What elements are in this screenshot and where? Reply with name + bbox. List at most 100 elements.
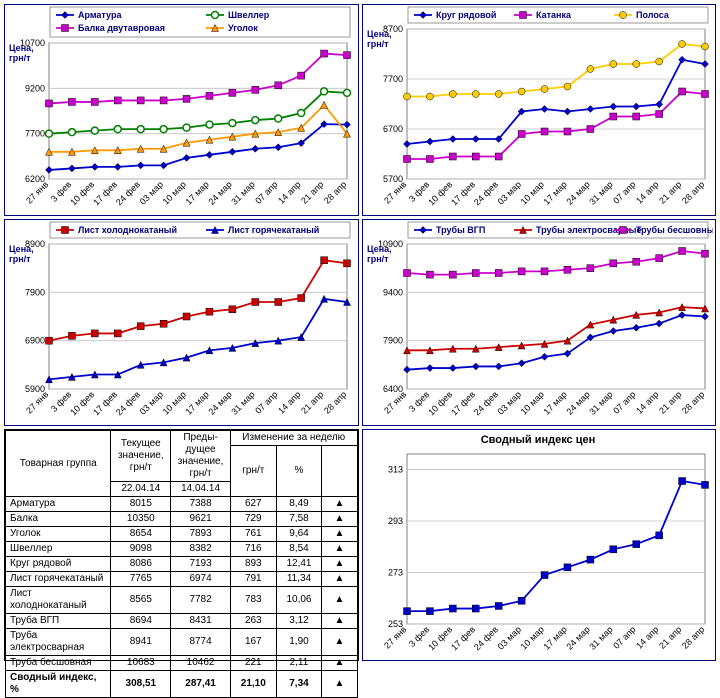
table-row: Лист горячекатаный 7765 6974 791 11,34 ▲	[6, 572, 358, 587]
chart-panel-5: 25327329331327 янв3 фев10 фев17 фев24 фе…	[362, 429, 717, 661]
row-name: Труба ВГП	[6, 614, 111, 629]
svg-text:9400: 9400	[382, 287, 402, 297]
row-pct: 11,34	[276, 572, 322, 587]
col-header-change-abs: грн/т	[230, 446, 276, 497]
table-footer: Сводный индекс, % 308,51 287,41 21,10 7,…	[6, 671, 358, 698]
svg-text:Уголок: Уголок	[228, 23, 258, 33]
row-dir-icon: ▲	[322, 497, 357, 512]
row-pct: 2,11	[276, 656, 322, 671]
svg-text:10 фев: 10 фев	[426, 179, 454, 207]
row-prev: 7782	[171, 587, 231, 614]
footer-current: 308,51	[111, 671, 171, 698]
row-name: Труба электросварная	[6, 629, 111, 656]
svg-text:24 фев: 24 фев	[114, 389, 142, 417]
row-pct: 8,54	[276, 542, 322, 557]
svg-text:17 мар: 17 мар	[183, 389, 210, 416]
svg-text:Трубы ВГП: Трубы ВГП	[436, 225, 485, 235]
svg-text:14 апр: 14 апр	[276, 389, 302, 415]
svg-text:21 апр: 21 апр	[299, 389, 325, 415]
row-delta: 716	[230, 542, 276, 557]
svg-text:6900: 6900	[25, 336, 45, 346]
table-row: Балка 10350 9621 729 7,58 ▲	[6, 512, 358, 527]
svg-text:31 мар: 31 мар	[587, 624, 614, 651]
svg-text:28 апр: 28 апр	[322, 179, 348, 205]
svg-text:24 мар: 24 мар	[206, 179, 233, 206]
row-prev: 9621	[171, 512, 231, 527]
svg-text:24 фев: 24 фев	[472, 389, 500, 417]
svg-text:7900: 7900	[25, 287, 45, 297]
footer-pct: 7,34	[276, 671, 322, 698]
row-prev: 7388	[171, 497, 231, 512]
svg-text:грн/т: грн/т	[367, 39, 389, 49]
svg-text:28 апр: 28 апр	[679, 624, 705, 650]
row-name: Уголок	[6, 527, 111, 542]
svg-text:03 мар: 03 мар	[138, 389, 165, 416]
svg-text:21 апр: 21 апр	[657, 179, 683, 205]
table-row: Труба ВГП 8694 8431 263 3,12 ▲	[6, 614, 358, 629]
chart-panel-2: 5700670077008700Цена,грн/т27 янв3 фев10 …	[362, 4, 717, 216]
row-current: 8565	[111, 587, 171, 614]
price-table: Товарная группа Текущее значение, грн/т …	[5, 430, 358, 698]
row-current: 7765	[111, 572, 171, 587]
svg-text:7900: 7900	[382, 336, 402, 346]
svg-text:24 мар: 24 мар	[564, 389, 591, 416]
row-pct: 8,49	[276, 497, 322, 512]
svg-text:28 апр: 28 апр	[679, 389, 705, 415]
svg-text:Цена,: Цена,	[367, 244, 392, 254]
svg-text:10 фев: 10 фев	[68, 389, 96, 417]
svg-text:6700: 6700	[382, 124, 402, 134]
svg-text:14 апр: 14 апр	[276, 179, 302, 205]
row-dir-icon: ▲	[322, 614, 357, 629]
row-name: Лист холоднокатаный	[6, 587, 111, 614]
row-delta: 729	[230, 512, 276, 527]
svg-text:17 мар: 17 мар	[183, 179, 210, 206]
svg-text:07 апр: 07 апр	[253, 389, 279, 415]
svg-text:03 мар: 03 мар	[495, 389, 522, 416]
col-header-prev: Преды- дущее значение, грн/т	[171, 431, 231, 482]
svg-text:21 апр: 21 апр	[657, 389, 683, 415]
row-current: 8086	[111, 557, 171, 572]
svg-text:Лист горячекатаный: Лист горячекатаный	[228, 225, 319, 235]
svg-text:03 мар: 03 мар	[495, 179, 522, 206]
col-header-change-pct: %	[276, 446, 322, 497]
svg-text:31 мар: 31 мар	[229, 179, 256, 206]
row-current: 9098	[111, 542, 171, 557]
row-name: Труба бесшовная	[6, 656, 111, 671]
svg-text:24 мар: 24 мар	[564, 179, 591, 206]
svg-text:31 мар: 31 мар	[587, 389, 614, 416]
row-current: 8694	[111, 614, 171, 629]
svg-text:Цена,: Цена,	[9, 43, 34, 53]
svg-text:10 мар: 10 мар	[161, 389, 188, 416]
row-pct: 9,64	[276, 527, 322, 542]
footer-prev: 287,41	[171, 671, 231, 698]
svg-text:10 фев: 10 фев	[426, 389, 454, 417]
chart-panel-4: 64007900940010900Цена,грн/т27 янв3 фев10…	[362, 219, 717, 426]
chart-panel-3: 5900690079008900Цена,грн/т27 янв3 фев10 …	[4, 219, 359, 426]
table-row: Труба бесшовная 10683 10462 221 2,11 ▲	[6, 656, 358, 671]
row-dir-icon: ▲	[322, 572, 357, 587]
svg-text:31 мар: 31 мар	[229, 389, 256, 416]
row-delta: 761	[230, 527, 276, 542]
svg-text:03 мар: 03 мар	[138, 179, 165, 206]
row-delta: 263	[230, 614, 276, 629]
row-pct: 12,41	[276, 557, 322, 572]
row-name: Лист горячекатаный	[6, 572, 111, 587]
svg-text:Швеллер: Швеллер	[228, 10, 270, 20]
svg-text:24 фев: 24 фев	[472, 179, 500, 207]
row-prev: 10462	[171, 656, 231, 671]
svg-text:14 апр: 14 апр	[634, 624, 660, 650]
svg-text:7700: 7700	[382, 74, 402, 84]
row-name: Балка	[6, 512, 111, 527]
svg-text:грн/т: грн/т	[9, 53, 31, 63]
date-prev: 14.04.14	[171, 482, 231, 497]
date-current: 22.04.14	[111, 482, 171, 497]
svg-text:7700: 7700	[25, 129, 45, 139]
svg-text:10 мар: 10 мар	[161, 179, 188, 206]
row-pct: 3,12	[276, 614, 322, 629]
row-delta: 627	[230, 497, 276, 512]
svg-text:24 фев: 24 фев	[114, 179, 142, 207]
svg-text:313: 313	[387, 464, 402, 474]
svg-text:07 апр: 07 апр	[611, 179, 637, 205]
svg-text:07 апр: 07 апр	[253, 179, 279, 205]
svg-text:10 фев: 10 фев	[68, 179, 96, 207]
